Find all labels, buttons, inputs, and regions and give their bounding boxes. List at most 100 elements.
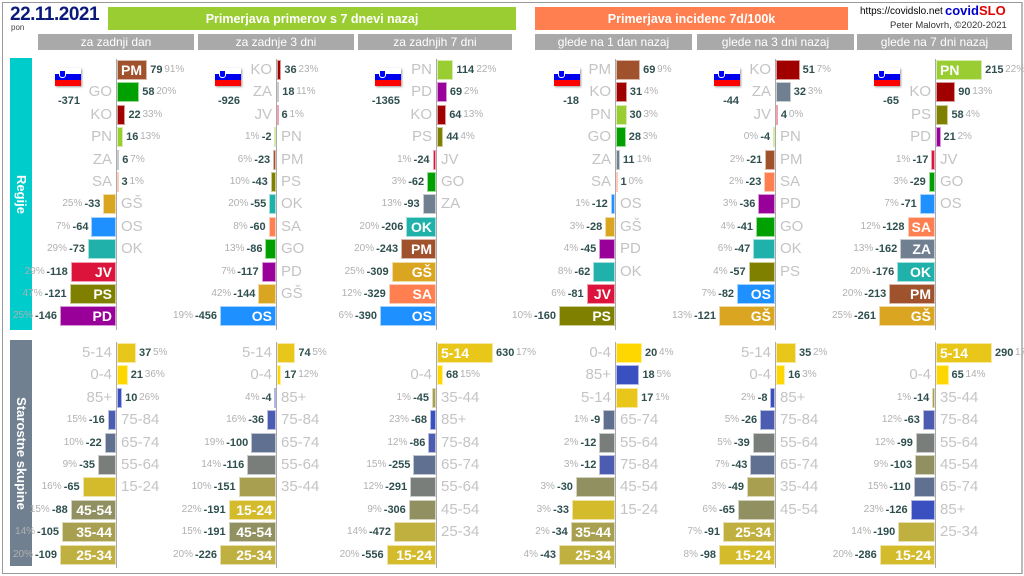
value-label: -261 <box>853 310 876 323</box>
region-bar <box>931 149 935 170</box>
region-bar <box>277 82 280 103</box>
value-label: -191 <box>203 503 226 516</box>
percent-label: 4% <box>643 86 659 98</box>
region-bar <box>936 60 983 80</box>
region-label: JV <box>441 150 459 168</box>
brand-part-a: covid <box>945 3 979 18</box>
chart-axis <box>935 59 936 330</box>
percent-label: 1% <box>129 176 144 187</box>
flag-coat-of-arms <box>878 70 885 78</box>
age-label: 75-84 <box>940 411 979 429</box>
region-label: OK <box>910 263 931 280</box>
region-bar <box>897 261 935 282</box>
region-bar <box>432 149 436 170</box>
value-label: -43 <box>251 176 268 188</box>
value-label: -68 <box>411 414 427 427</box>
value-label: -91 <box>704 526 720 539</box>
flag-coat-of-arms <box>379 70 386 78</box>
age-bar <box>915 432 935 453</box>
region-bar <box>117 127 124 148</box>
percent-label: 3% <box>391 176 407 187</box>
age-label: 0-4 <box>749 366 771 384</box>
percent-label: 2% <box>740 391 756 403</box>
author-credit: Peter Malovrh, ©2020-2021 <box>890 20 1007 31</box>
value-label: 79 <box>150 64 163 76</box>
percent-label: 5% <box>724 414 740 426</box>
region-bar <box>616 60 641 80</box>
value-label: 64 <box>449 108 462 121</box>
percent-label: 13% <box>853 243 874 255</box>
percent-label: 7% <box>687 526 702 538</box>
percent-label: 29% <box>24 265 45 277</box>
percent-label: 3% <box>569 220 585 232</box>
region-bar <box>599 239 615 260</box>
region-bar <box>220 306 276 327</box>
value-label: 68 <box>446 369 459 382</box>
percent-label: 10% <box>191 481 212 493</box>
value-label: -23 <box>254 153 271 166</box>
site-url-link[interactable]: https://covidslo.net <box>860 6 943 17</box>
percent-label: 2% <box>463 86 479 98</box>
age-bar <box>719 544 775 565</box>
slovenia-flag-icon <box>215 68 241 86</box>
age-label: 0-4 <box>90 366 112 384</box>
region-label: OK <box>121 240 143 258</box>
age-label: 5-14 <box>241 344 272 361</box>
value-label: -329 <box>363 288 386 300</box>
value-label: -4 <box>261 391 272 404</box>
percent-label: 7% <box>714 459 730 470</box>
value-label: -191 <box>203 526 226 539</box>
percent-label: 16% <box>41 481 62 493</box>
age-label: 15-24 <box>620 500 659 518</box>
percent-label: 1% <box>396 391 411 403</box>
percent-label: 3% <box>643 108 658 120</box>
percent-label: 91% <box>164 64 185 75</box>
value-label: -22 <box>85 436 102 449</box>
flag-coat-of-arms <box>219 70 226 78</box>
flag-stripe <box>375 80 401 86</box>
region-label: PS <box>592 308 611 325</box>
age-bar <box>238 477 276 498</box>
percent-label: 15% <box>460 369 481 381</box>
age-label: 45-54 <box>76 501 112 518</box>
age-bar <box>429 410 436 431</box>
value-label: -118 <box>46 265 68 278</box>
percent-label: 13% <box>224 243 245 255</box>
percent-label: 6% <box>702 503 717 515</box>
percent-label: 0% <box>628 176 643 187</box>
flag-stripe <box>874 74 900 80</box>
region-label: PD <box>780 195 801 213</box>
value-label: -86 <box>409 436 426 449</box>
percent-label: 1% <box>655 391 670 403</box>
age-bar <box>62 522 116 543</box>
age-label: 75-84 <box>121 411 160 429</box>
value-label: -151 <box>213 481 236 494</box>
age-label: 35-44 <box>441 388 480 406</box>
value-label: -63 <box>903 414 920 427</box>
percent-label: 12% <box>881 414 902 426</box>
age-bar <box>599 432 615 453</box>
percent-label: 20% <box>359 220 380 232</box>
age-label: 55-64 <box>121 456 160 473</box>
region-bar <box>936 127 941 148</box>
value-label: -128 <box>882 220 905 233</box>
value-label: -39 <box>733 436 750 449</box>
region-bar <box>91 216 116 237</box>
age-bar <box>770 387 775 408</box>
region-bar <box>380 306 436 327</box>
percent-label: 2% <box>813 347 828 358</box>
age-label: 25-34 <box>575 546 611 563</box>
region-label: GŠ <box>281 285 303 302</box>
cases-comparison-header: Primerjava primerov s 7 dnevi nazaj <box>108 7 516 30</box>
percent-label: 7% <box>884 198 899 210</box>
value-label: 90 <box>958 86 971 99</box>
flag-stripe <box>375 74 401 80</box>
slovenia-flag-icon <box>554 68 580 86</box>
chart-axis <box>276 342 277 568</box>
brand-part-b: SLO <box>978 3 1006 18</box>
percent-label: 1% <box>636 153 652 165</box>
age-label: 85+ <box>281 388 307 406</box>
flag-stripe <box>554 80 580 86</box>
percent-label: 19% <box>172 310 193 322</box>
region-bar <box>268 216 276 237</box>
